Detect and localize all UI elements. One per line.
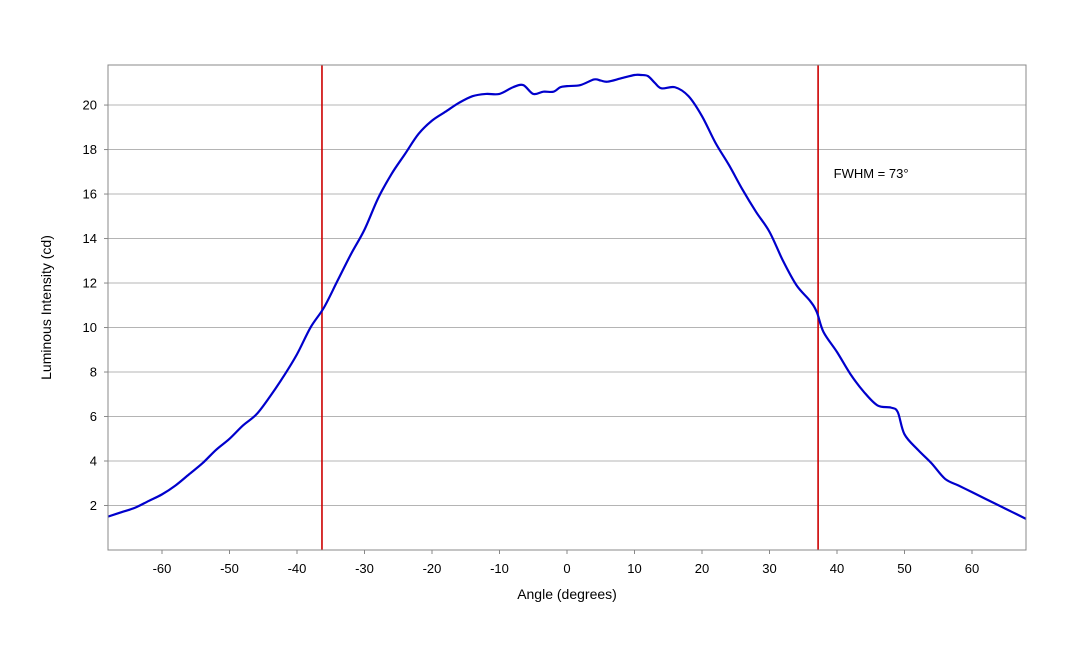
x-tick-label: -30	[355, 561, 374, 576]
y-tick-label: 6	[90, 409, 97, 424]
x-tick-label: -40	[288, 561, 307, 576]
fwhm-annotation: FWHM = 73°	[834, 166, 909, 181]
y-tick-labels: 2 4 6 8 10 12 14 16 18 20	[83, 98, 108, 513]
x-tick-label: 50	[897, 561, 911, 576]
series-line	[107, 73, 1027, 520]
y-axis-title: Luminous Intensity (cd)	[38, 235, 54, 380]
x-axis-title: Angle (degrees)	[517, 586, 617, 602]
x-tick-label: -50	[220, 561, 239, 576]
y-tick-label: 2	[90, 498, 97, 513]
x-tick-label: -10	[490, 561, 509, 576]
x-tick-labels: -60 -50 -40 -30 -20 -10 0 10 20 30 40 50 60	[153, 550, 979, 576]
y-tick-label: 4	[90, 454, 97, 469]
fwhm-lines	[321, 65, 819, 550]
x-tick-label: -20	[423, 561, 442, 576]
y-tick-label: 16	[83, 187, 97, 202]
x-tick-label: 10	[627, 561, 641, 576]
x-tick-label: -60	[153, 561, 172, 576]
series-group	[107, 73, 1027, 520]
y-tick-label: 8	[90, 365, 97, 380]
x-tick-label: 20	[695, 561, 709, 576]
y-tick-label: 14	[83, 231, 97, 246]
y-tick-label: 12	[83, 276, 97, 291]
x-tick-label: 0	[563, 561, 570, 576]
x-tick-label: 30	[762, 561, 776, 576]
y-tick-label: 10	[83, 320, 97, 335]
y-tick-label: 20	[83, 98, 97, 113]
x-tick-label: 40	[830, 561, 844, 576]
y-tick-label: 18	[83, 142, 97, 157]
grid	[108, 104, 1026, 507]
x-tick-label: 60	[965, 561, 979, 576]
